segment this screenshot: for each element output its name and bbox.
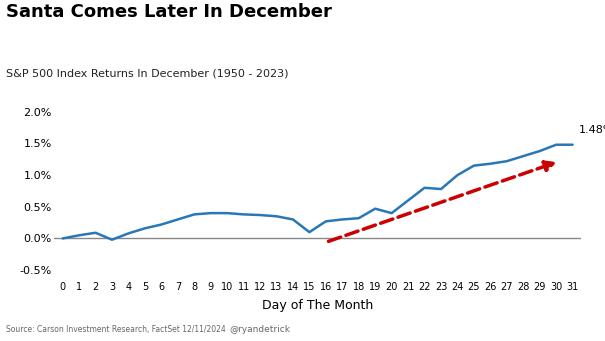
Text: S&P 500 Index Returns In December (1950 - 2023): S&P 500 Index Returns In December (1950 … [6,68,289,78]
Text: Santa Comes Later In December: Santa Comes Later In December [6,3,332,21]
Text: 1.48%: 1.48% [579,124,605,135]
Text: @ryandetrick: @ryandetrick [230,325,290,334]
Text: Source: Carson Investment Research, FactSet 12/11/2024: Source: Carson Investment Research, Fact… [6,325,226,334]
X-axis label: Day of The Month: Day of The Month [262,299,373,312]
